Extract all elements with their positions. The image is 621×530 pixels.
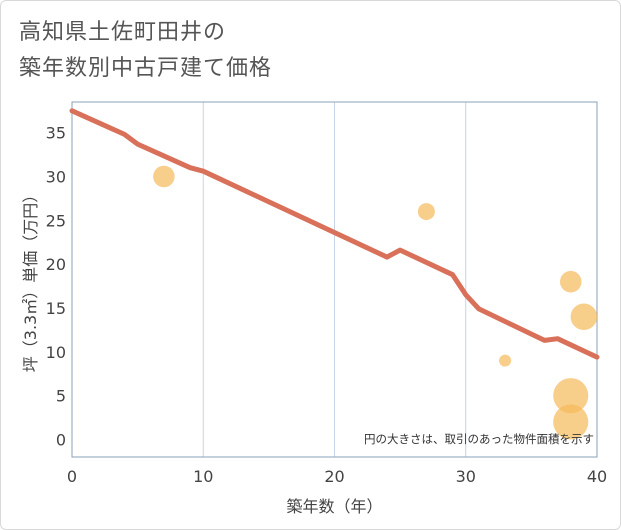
y-ticks: 0 5 10 15 20 25 30 35 — [46, 124, 66, 450]
x-axis-label: 築年数（年） — [286, 497, 382, 516]
title-line-1: 高知県土佐町田井の — [19, 20, 227, 45]
y-axis-label: 坪（3.3㎡）単価（万円） — [21, 187, 40, 372]
data-point — [553, 378, 589, 414]
x-tick-label: 10 — [193, 467, 213, 486]
grid — [202, 102, 467, 457]
data-point — [570, 303, 598, 331]
data-point — [153, 165, 175, 188]
y-tick-label: 5 — [56, 387, 66, 406]
title-line-2: 築年数別中古戸建て価格 — [19, 56, 273, 81]
y-tick-label: 20 — [46, 255, 66, 274]
data-point — [499, 354, 512, 367]
data-point — [559, 270, 582, 293]
y-tick-label: 10 — [46, 343, 66, 362]
x-tick-label: 30 — [456, 467, 476, 486]
data-point — [553, 404, 589, 440]
chart-title: 高知県土佐町田井の 築年数別中古戸建て価格 — [19, 15, 272, 87]
trend-line — [69, 108, 600, 360]
plot-frame — [71, 101, 598, 458]
y-tick-label: 15 — [46, 299, 66, 318]
y-tick-label: 35 — [46, 124, 66, 143]
x-tick-label: 0 — [67, 467, 77, 486]
size-note: 円の大きさは、取引のあった物件面積を示す — [364, 432, 594, 446]
y-tick-label: 30 — [46, 168, 66, 187]
x-ticks: 0 10 20 30 40 — [67, 467, 607, 486]
y-tick-label: 0 — [56, 430, 66, 449]
data-point — [417, 203, 435, 221]
x-tick-label: 20 — [324, 467, 344, 486]
x-tick-label: 40 — [587, 467, 607, 486]
bubbles — [153, 165, 598, 440]
y-tick-label: 25 — [46, 211, 66, 230]
